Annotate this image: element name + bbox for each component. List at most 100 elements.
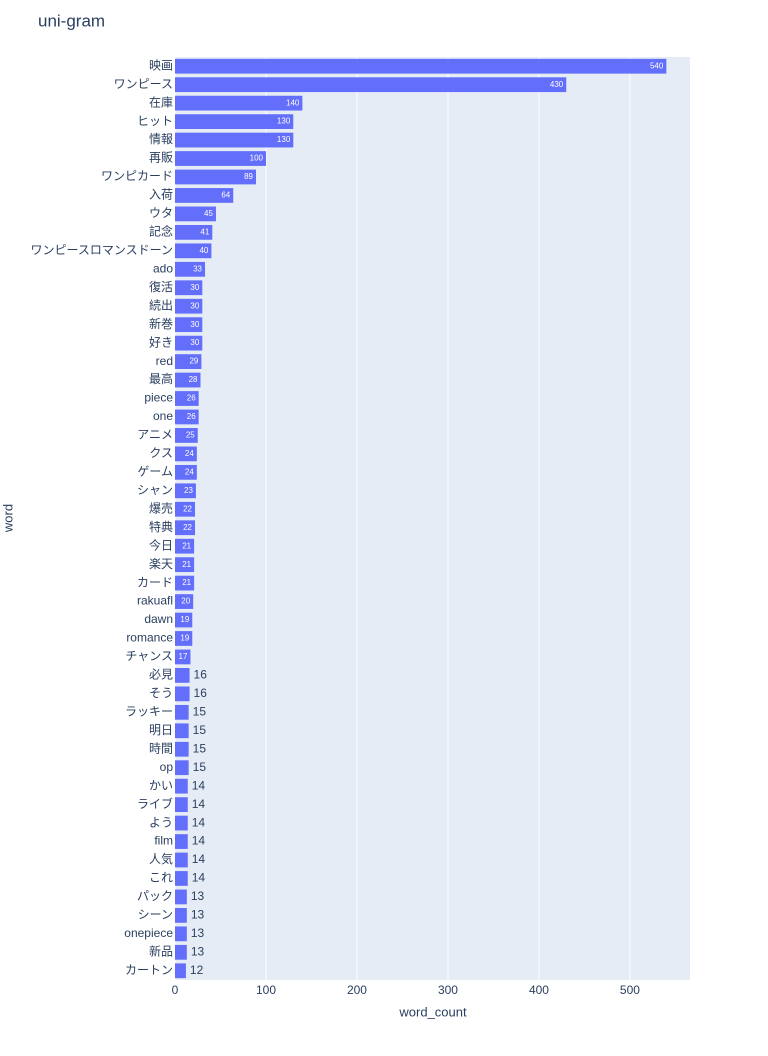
y-tick-label: 明日: [149, 723, 173, 737]
value-label: 430: [550, 80, 564, 89]
bar: [175, 77, 567, 93]
bar: [175, 538, 195, 554]
value-label: 28: [189, 375, 198, 384]
value-label: 100: [250, 154, 264, 163]
value-label: 16: [194, 668, 208, 682]
y-tick-label: 在庫: [149, 95, 173, 109]
bar: [175, 224, 213, 240]
value-label: 17: [179, 652, 188, 661]
y-tick-label: 今日: [149, 537, 173, 552]
value-label: 26: [187, 412, 196, 421]
y-tick-label: 新巻: [149, 316, 173, 331]
value-label: 24: [185, 467, 194, 476]
y-tick-label: 爆売: [149, 500, 173, 515]
bar: [175, 668, 190, 683]
value-label: 13: [191, 944, 205, 958]
y-tick-label: ウタ: [149, 206, 173, 220]
bar: [175, 261, 206, 277]
value-label: 15: [193, 760, 207, 774]
bar: [175, 594, 194, 609]
bar: [175, 612, 193, 628]
bar: [175, 446, 197, 462]
value-label: 45: [204, 209, 213, 218]
y-tick-label: シャン: [137, 483, 173, 497]
value-label: 130: [277, 135, 291, 144]
bar: [175, 797, 188, 813]
y-tick-label: ヒット: [137, 114, 173, 128]
value-label: 15: [193, 741, 207, 755]
y-tick-label: カートン: [125, 963, 173, 977]
y-tick-label: 記念: [149, 224, 173, 239]
value-label: 40: [199, 246, 208, 255]
value-label: 14: [192, 871, 206, 885]
y-tick-label: romance: [126, 631, 173, 645]
y-tick-label: ワンピースロマンスドーン: [30, 243, 173, 257]
bar: [175, 649, 191, 665]
bar: [175, 132, 294, 148]
y-tick-label: 楽天: [149, 557, 173, 571]
value-label: 22: [183, 523, 192, 532]
y-tick-label: 入荷: [149, 188, 173, 202]
value-label: 13: [191, 908, 205, 922]
value-label: 21: [182, 541, 191, 550]
y-tick-label: film: [154, 834, 173, 848]
value-label: 23: [184, 486, 193, 495]
y-tick-label: rakuafl: [137, 594, 173, 608]
y-tick-label: 最高: [149, 371, 173, 386]
bar: [175, 483, 196, 499]
y-tick-label: 再販: [149, 151, 173, 165]
bar: [175, 944, 187, 960]
value-label: 25: [186, 431, 195, 440]
bar: [175, 188, 234, 203]
y-tick-label: クス: [149, 446, 173, 460]
value-label: 19: [180, 634, 189, 643]
value-label: 30: [190, 320, 199, 329]
bar: [175, 151, 266, 166]
bar: [175, 114, 294, 129]
bar: [175, 834, 188, 849]
bar: [175, 723, 189, 739]
y-tick-label: onepiece: [124, 926, 173, 940]
bar: [175, 557, 195, 573]
value-label: 33: [193, 264, 202, 273]
x-axis-label: word_count: [398, 1004, 467, 1019]
value-label: 30: [190, 338, 199, 347]
bar: [175, 298, 203, 314]
x-tick-label: 400: [529, 983, 549, 997]
value-label: 16: [194, 686, 208, 700]
value-label: 41: [200, 227, 209, 236]
bar: [175, 464, 197, 480]
value-label: 540: [650, 61, 664, 70]
y-tick-label: よう: [149, 815, 173, 829]
value-label: 64: [221, 191, 230, 200]
value-label: 12: [190, 963, 204, 977]
bar: [175, 908, 187, 923]
value-label: 89: [244, 172, 253, 181]
bar: [175, 95, 303, 111]
y-tick-label: 必見: [149, 668, 173, 682]
y-tick-label: 復活: [149, 279, 173, 294]
y-tick-label: ワンピカード: [101, 169, 173, 183]
bar: [175, 741, 189, 757]
value-label: 14: [192, 778, 206, 792]
bar: [175, 686, 190, 702]
y-axis-label: word: [0, 504, 15, 533]
plot-area: [175, 57, 690, 980]
y-tick-label: 人気: [149, 851, 173, 866]
bar: [175, 428, 198, 443]
bar: [175, 409, 199, 425]
value-label: 13: [191, 926, 205, 940]
value-label: 20: [181, 597, 190, 606]
bar: [175, 871, 188, 886]
y-tick-label: アニメ: [137, 428, 173, 442]
value-label: 14: [192, 815, 206, 829]
y-tick-label: 時間: [149, 741, 173, 755]
y-tick-label: 続出: [149, 298, 173, 312]
y-tick-label: そう: [149, 686, 173, 700]
value-label: 15: [193, 723, 207, 737]
bar: [175, 760, 189, 776]
bar: [175, 169, 256, 185]
y-tick-label: パック: [137, 889, 173, 903]
y-tick-label: 特典: [149, 519, 173, 534]
